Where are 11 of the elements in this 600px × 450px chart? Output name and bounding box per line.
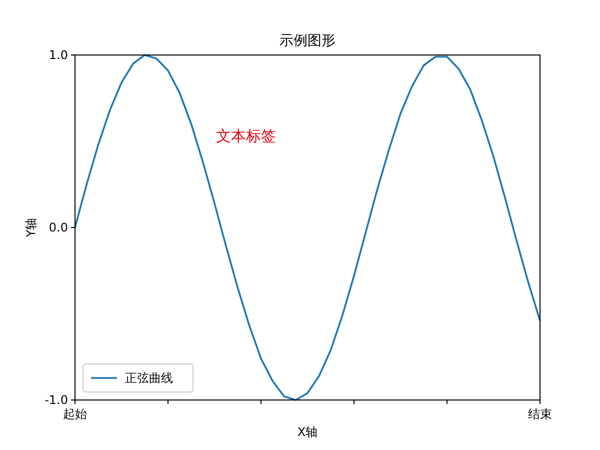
chart-title: 示例图形 (280, 33, 336, 49)
y-tick-label: -1.0 (44, 393, 68, 407)
x-axis-title: X轴 (297, 425, 318, 439)
y-tick-label: 1.0 (48, 48, 68, 62)
line-series (74, 54, 541, 401)
x-tick-label: 结束 (528, 407, 552, 421)
y-tick-label: 0.0 (48, 220, 68, 234)
y-axis-title: Y轴 (24, 218, 38, 238)
annotation: 文本标签 (216, 127, 276, 145)
x-tick-label: 起始 (63, 407, 87, 421)
legend-label: 正弦曲线 (125, 371, 173, 385)
